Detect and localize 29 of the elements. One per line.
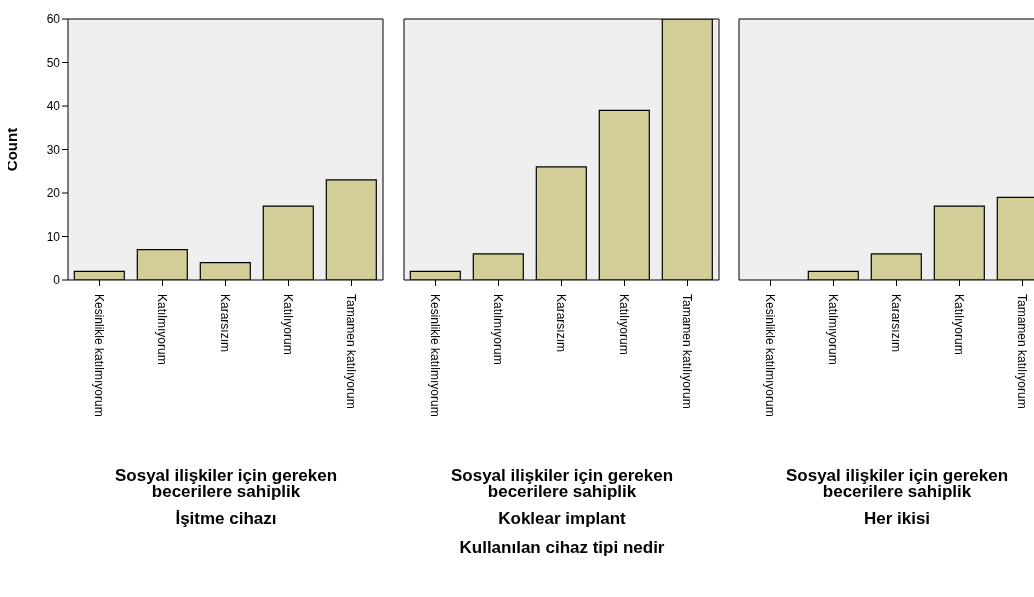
y-tick-label: 60 [46, 12, 61, 27]
text: İşitme cihazı [174, 509, 278, 529]
text: Kullanılan cihaz tipi nedir [458, 538, 666, 558]
x-tick-label: Katılmıyorum [491, 294, 506, 365]
x-axis-title: Sosyal ilişkiler için gereken becerilere sahiplik [784, 466, 1010, 501]
x-tick-label: Kesinlikle katılmıyorum [763, 294, 778, 417]
y-tick-label: 30 [46, 142, 61, 157]
y-tick-label: 10 [46, 229, 61, 244]
x-tick-label: Kararsızım [218, 294, 233, 353]
text: Koklear implant [497, 509, 627, 529]
text: Her ikisi [862, 509, 932, 529]
y-tick-label: 0 [53, 273, 61, 288]
y-tick-label: 50 [46, 55, 61, 70]
x-tick-label: Kararsızım [554, 294, 569, 353]
x-tick-label: Katılıyorum [281, 294, 296, 355]
x-axis-title: Sosyal ilişkiler için gereken becerilere sahiplik [449, 466, 675, 501]
y-tick-label: 20 [46, 186, 61, 201]
x-tick-label: Kesinlikle katılmıyorum [92, 294, 107, 417]
x-tick-label: Tamamen katılıyorum [1015, 294, 1030, 409]
x-tick-label: Katılmıyorum [155, 294, 170, 365]
y-tick-label: 40 [46, 99, 61, 114]
x-tick-label: Katılıyorum [952, 294, 967, 355]
x-tick-label: Katılıyorum [617, 294, 632, 355]
x-axis-title: Sosyal ilişkiler için gereken becerilere sahiplik [113, 466, 339, 501]
x-tick-label: Kararsızım [889, 294, 904, 353]
x-tick-label: Tamamen katılıyorum [680, 294, 695, 409]
x-tick-label: Katılmıyorum [826, 294, 841, 365]
x-tick-label: Kesinlikle katılmıyorum [428, 294, 443, 417]
x-tick-label: Tamamen katılıyorum [344, 294, 359, 409]
